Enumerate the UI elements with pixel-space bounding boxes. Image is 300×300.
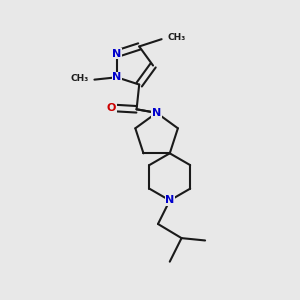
- Text: O: O: [107, 103, 116, 113]
- Text: CH₃: CH₃: [70, 74, 88, 82]
- Text: N: N: [112, 49, 122, 59]
- Text: N: N: [112, 72, 122, 82]
- Text: CH₃: CH₃: [167, 33, 186, 42]
- Text: N: N: [152, 108, 161, 118]
- Text: N: N: [165, 195, 174, 206]
